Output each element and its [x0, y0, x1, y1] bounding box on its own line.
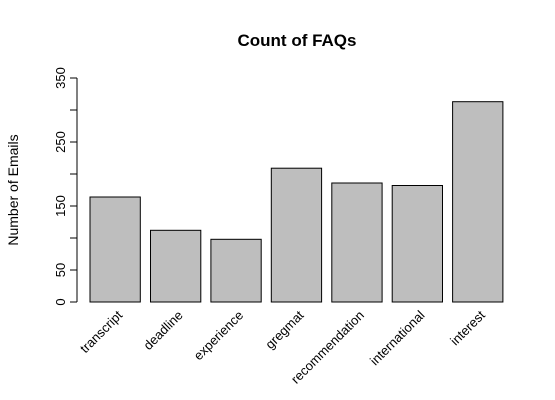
bars — [89, 101, 504, 303]
y-tick-label: 250 — [53, 131, 68, 153]
y-tick-label: 150 — [53, 195, 68, 217]
x-tick-label: deadline — [140, 308, 185, 353]
bar-recommendation — [331, 182, 383, 303]
x-tick-label: interest — [447, 307, 488, 348]
bar-gregmat — [270, 167, 323, 303]
y-tick-label: 0 — [53, 298, 68, 305]
x-tick-label: gregmat — [262, 307, 307, 352]
bar-transcript — [89, 196, 141, 303]
bar-international — [391, 185, 444, 303]
x-tick-label: transcript — [77, 307, 126, 356]
y-tick-label: 350 — [53, 67, 68, 89]
y-axis-label: Number of Emails — [5, 134, 21, 245]
chart-title: Count of FAQs — [238, 31, 357, 50]
x-tick-label: international — [367, 307, 428, 368]
x-tick-label: experience — [191, 308, 247, 364]
y-tick-label: 50 — [53, 263, 68, 277]
bar-experience — [210, 238, 262, 303]
x-tick-labels: transcript deadline experience gregmatrecom… — [77, 307, 488, 386]
y-axis: 0 50 150 250 350 — [53, 67, 78, 306]
bar-deadline — [150, 229, 202, 303]
bar-interest — [452, 101, 504, 303]
